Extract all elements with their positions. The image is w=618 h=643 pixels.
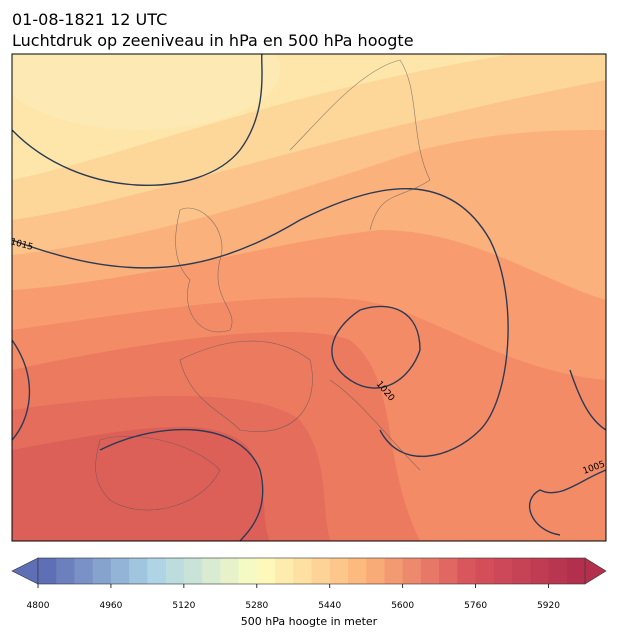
colorbar-band (183, 558, 203, 584)
colorbar-band (275, 558, 294, 584)
colorbar-band (129, 558, 148, 584)
colorbar-band (311, 558, 331, 584)
colorbar-extend-low (11, 557, 39, 585)
colorbar-band (202, 558, 221, 584)
colorbar-band (256, 558, 276, 584)
colorbar-tick-label: 5600 (391, 601, 414, 611)
map (12, 54, 606, 541)
colorbar-band (56, 558, 75, 584)
colorbar-band (384, 558, 404, 584)
colorbar-band (457, 558, 477, 584)
colorbar-band (439, 558, 458, 584)
colorbar-band (92, 558, 112, 584)
colorbar-band (420, 558, 440, 584)
colorbar-tick-label: 5760 (464, 601, 487, 611)
colorbar-band (74, 558, 94, 584)
colorbar-band (147, 558, 167, 584)
colorbar-band (475, 558, 495, 584)
colorbar-band (165, 558, 185, 584)
colorbar-band (548, 558, 568, 584)
title-line2: Luchtdruk op zeeniveau in hPa en 500 hPa… (12, 31, 414, 50)
colorbar-band (220, 558, 240, 584)
colorbar-band (530, 558, 550, 584)
colorbar-tick-label: 4800 (27, 601, 50, 611)
map-frame (11, 53, 607, 542)
colorbar-tick-label: 4960 (99, 601, 122, 611)
colorbar-band (493, 558, 513, 584)
colorbar-band (566, 558, 586, 584)
title-line1: 01-08-1821 12 UTC (12, 10, 167, 29)
colorbar-band (366, 558, 385, 584)
colorbar-frame (37, 557, 586, 585)
colorbar-band (38, 558, 57, 584)
colorbar-band (402, 558, 422, 584)
colorbar-tick-label: 5120 (172, 601, 195, 611)
colorbar-tick-label: 5920 (537, 601, 560, 611)
colorbar-band (329, 558, 349, 584)
colorbar-label: 500 hPa hoogte in meter (241, 615, 378, 628)
colorbar-band (293, 558, 312, 584)
colorbar-band (110, 558, 130, 584)
colorbar-tick-label: 5440 (318, 601, 341, 611)
colorbar-band (512, 558, 531, 584)
colorbar-band (238, 558, 258, 584)
colorbar-extend-high (584, 557, 607, 585)
colorbar-band (347, 558, 367, 584)
colorbar-tick-label: 5280 (245, 601, 268, 611)
colorbar: 4800 4960 5120 5280 5440 5600 5760 5920 (11, 557, 607, 611)
